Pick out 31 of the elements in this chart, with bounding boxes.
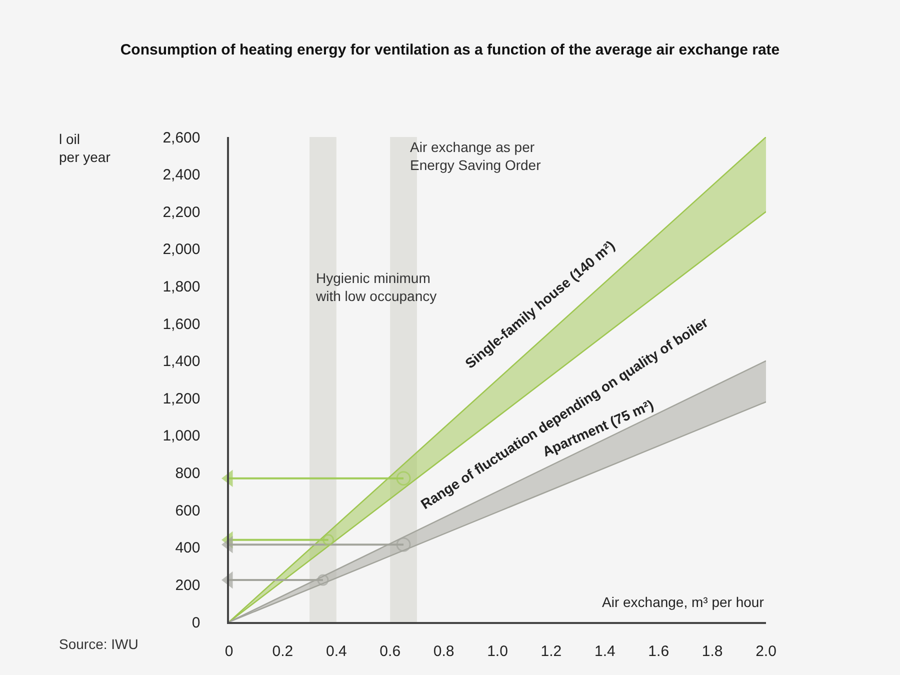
y-axis-title: l oil per year	[59, 131, 111, 166]
y-tick-label: 2,400	[162, 166, 200, 184]
x-tick-label: 0.2	[272, 642, 294, 660]
y-tick-label: 2,200	[162, 204, 200, 221]
x-tick-label: 1.8	[702, 642, 723, 660]
x-tick-label: 1.0	[487, 642, 508, 660]
y-tick-label: 1,400	[162, 353, 200, 370]
x-tick-label: 2.0	[756, 642, 776, 660]
y-tick-label: 200	[175, 576, 200, 594]
y-tick-label: 400	[175, 540, 200, 557]
x-tick-label: 1.2	[540, 642, 562, 660]
y-tick-label: 1,200	[162, 390, 200, 408]
chart-title: Consumption of heating energy for ventilation as a function of the average air exchange rate	[120, 41, 780, 58]
y-tick-label: 600	[175, 502, 200, 520]
source-note: Source: IWU	[59, 636, 138, 652]
band-label: Air exchange as per Energy Saving Order	[410, 139, 542, 174]
y-tick-label: 0	[192, 614, 200, 632]
x-tick-label: 0.4	[326, 642, 347, 660]
x-tick-label: 1.6	[648, 642, 670, 660]
y-tick-label: 1,000	[162, 428, 200, 445]
x-tick-label: 0.6	[380, 642, 401, 660]
y-tick-label: 2,600	[162, 129, 200, 146]
band-label: Hygienic minimum with low occupancy	[315, 270, 437, 304]
x-tick-label: 0	[224, 642, 234, 660]
x-tick-label: 0.8	[433, 642, 454, 660]
x-axis-title: Air exchange, m³ per hour	[602, 594, 764, 610]
y-tick-label: 2,000	[162, 241, 200, 258]
y-tick-label: 1,800	[162, 278, 200, 296]
y-tick-label: 800	[175, 465, 200, 482]
x-tick-label: 1.4	[594, 642, 616, 660]
y-tick-label: 1,600	[162, 316, 200, 333]
